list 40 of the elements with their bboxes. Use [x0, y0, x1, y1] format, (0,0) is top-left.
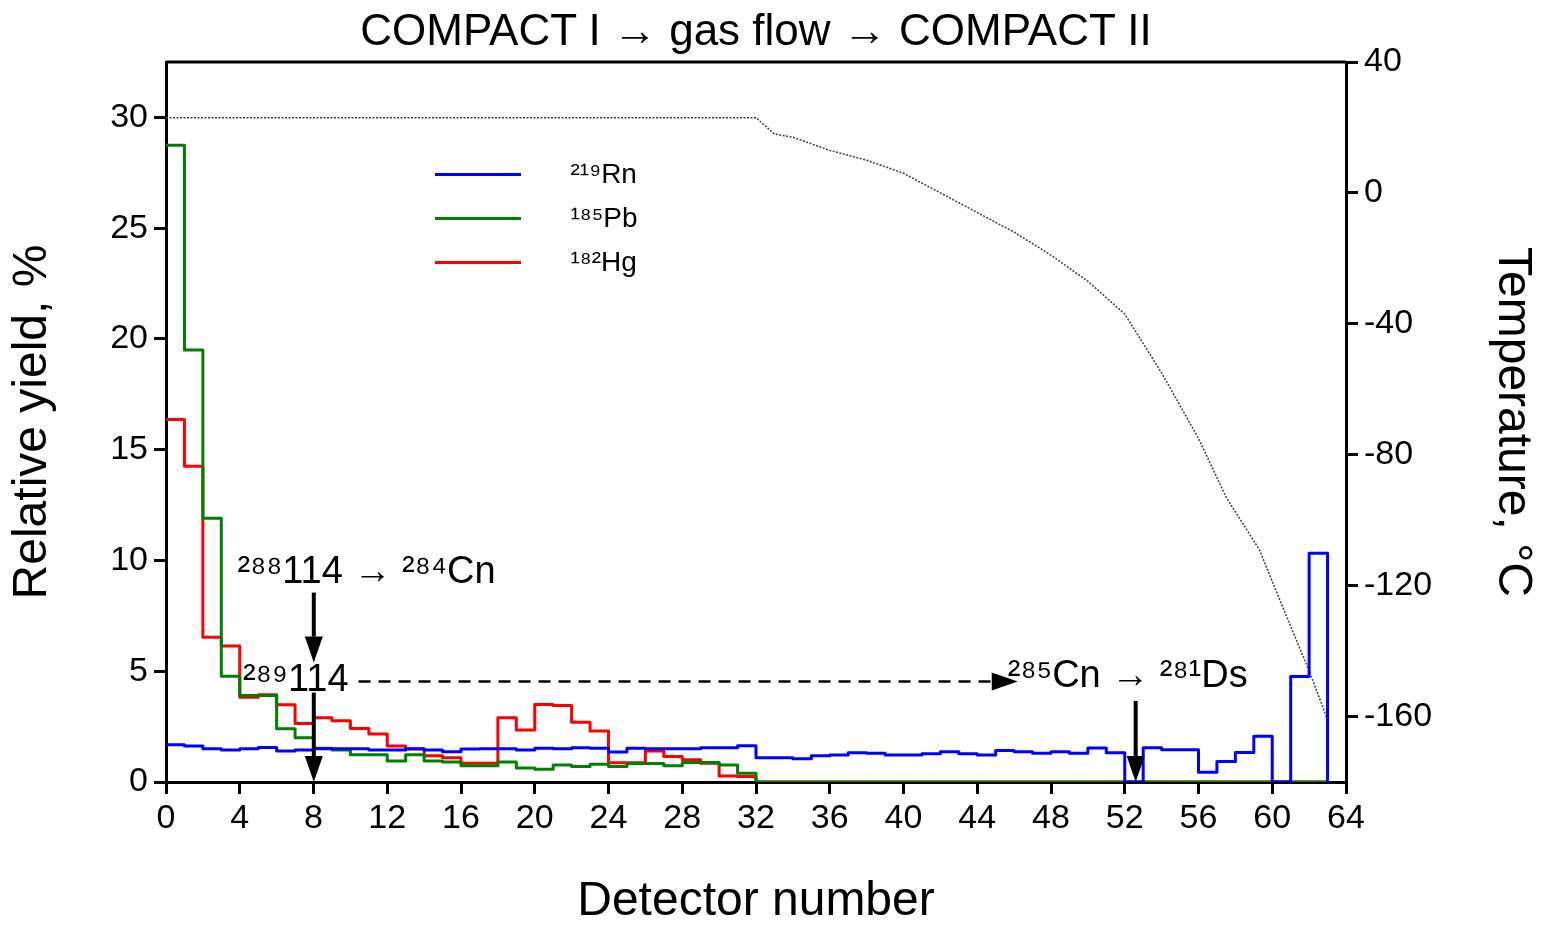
y2-tick-label: -160 [1364, 694, 1433, 733]
x-tick-label: 56 [1179, 796, 1218, 835]
annotation: ²⁸⁹114 [243, 656, 349, 699]
y2-tick-label: -80 [1364, 433, 1414, 472]
y2-axis-title: Temperature, °C [1488, 247, 1542, 597]
y-tick-label: 5 [129, 649, 148, 688]
x-tick-label: 28 [663, 796, 702, 835]
y-tick-label: 25 [110, 206, 148, 245]
chart-title: COMPACT I → gas flow → COMPACT II [360, 5, 1152, 54]
legend-label: ¹⁸⁵Pb [570, 202, 638, 234]
x-tick-label: 24 [589, 796, 628, 835]
x-tick-label: 48 [1032, 796, 1070, 835]
x-tick-label: 32 [737, 796, 775, 835]
x-tick-label: 0 [156, 796, 176, 835]
y2-tick-label: 0 [1364, 171, 1383, 210]
annotation: ²⁸⁸114 → ²⁸⁴Cn [237, 548, 496, 591]
annotation: ²⁸⁵Cn → ²⁸¹Ds [1007, 653, 1248, 695]
x-tick-label: 40 [884, 796, 923, 835]
x-tick-label: 52 [1105, 796, 1144, 835]
y-axis-title: Relative yield, % [3, 244, 57, 600]
x-tick-label: 20 [515, 796, 554, 835]
y2-tick-label: -40 [1364, 302, 1414, 341]
y2-tick-label: 40 [1364, 40, 1402, 79]
y-tick-label: 20 [110, 317, 148, 356]
x-tick-label: 60 [1253, 796, 1292, 835]
x-axis-title: Detector number [577, 872, 935, 926]
x-tick-label: 64 [1327, 796, 1365, 835]
x-tick-label: 16 [442, 796, 480, 835]
y-tick-label: 10 [110, 538, 148, 577]
x-tick-label: 4 [230, 796, 250, 835]
x-tick-label: 8 [304, 796, 323, 835]
y2-tick-label: -120 [1364, 564, 1433, 603]
y-tick-label: 0 [129, 760, 148, 799]
y-tick-label: 30 [110, 95, 148, 134]
x-tick-label: 36 [810, 796, 849, 835]
x-tick-label: 12 [368, 796, 407, 835]
x-tick-label: 44 [958, 796, 997, 835]
legend-label: ¹⁸²Hg [570, 246, 637, 278]
legend-label: ²¹⁹Rn [570, 158, 637, 190]
y-tick-label: 15 [110, 428, 148, 467]
